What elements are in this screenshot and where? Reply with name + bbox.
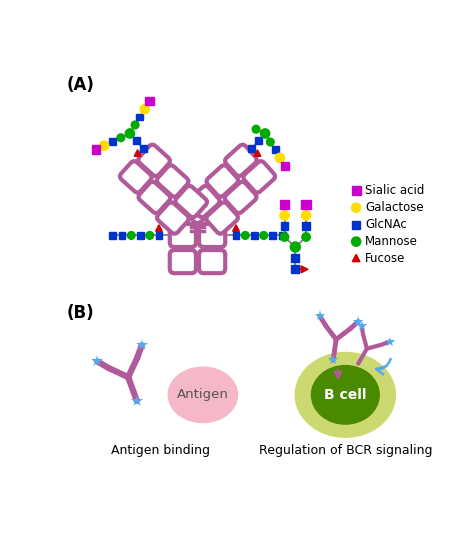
- FancyBboxPatch shape: [199, 224, 225, 247]
- Bar: [281, 222, 288, 230]
- Polygon shape: [254, 150, 261, 156]
- Bar: [292, 265, 299, 273]
- Ellipse shape: [311, 366, 379, 424]
- Text: (A): (A): [66, 76, 94, 94]
- Circle shape: [302, 233, 310, 241]
- Bar: [233, 232, 239, 239]
- Bar: [352, 221, 360, 228]
- Text: Mannose: Mannose: [365, 235, 418, 248]
- Text: GlcNAc: GlcNAc: [365, 218, 407, 231]
- Polygon shape: [155, 225, 163, 231]
- Ellipse shape: [168, 367, 237, 423]
- FancyBboxPatch shape: [138, 145, 170, 176]
- Circle shape: [352, 203, 361, 212]
- Bar: [302, 222, 310, 230]
- FancyBboxPatch shape: [157, 202, 189, 234]
- FancyBboxPatch shape: [207, 165, 238, 197]
- Bar: [118, 232, 126, 239]
- Text: (B): (B): [66, 304, 94, 322]
- Circle shape: [146, 232, 154, 239]
- FancyArrowPatch shape: [376, 359, 391, 374]
- Bar: [109, 232, 116, 239]
- Bar: [272, 146, 279, 153]
- Circle shape: [352, 237, 361, 246]
- FancyBboxPatch shape: [120, 161, 152, 193]
- Bar: [292, 254, 299, 262]
- Text: Antigen binding: Antigen binding: [111, 444, 210, 457]
- Text: Fucose: Fucose: [365, 252, 406, 265]
- Bar: [137, 114, 143, 120]
- Circle shape: [131, 121, 139, 129]
- Circle shape: [301, 211, 310, 220]
- FancyBboxPatch shape: [206, 202, 238, 234]
- Polygon shape: [301, 266, 308, 273]
- Circle shape: [290, 242, 301, 252]
- Bar: [279, 232, 286, 239]
- Circle shape: [241, 232, 249, 239]
- Circle shape: [266, 138, 274, 146]
- Circle shape: [280, 233, 289, 241]
- Text: Sialic acid: Sialic acid: [365, 184, 425, 197]
- FancyBboxPatch shape: [188, 186, 219, 217]
- Circle shape: [117, 134, 125, 141]
- Text: Antigen: Antigen: [177, 388, 229, 401]
- Circle shape: [252, 125, 260, 133]
- Circle shape: [260, 232, 267, 239]
- FancyBboxPatch shape: [199, 250, 225, 273]
- Bar: [248, 145, 255, 152]
- Circle shape: [261, 129, 270, 138]
- FancyBboxPatch shape: [175, 186, 207, 217]
- Circle shape: [275, 153, 284, 163]
- Circle shape: [280, 211, 289, 220]
- Text: B cell: B cell: [324, 388, 366, 402]
- Circle shape: [140, 104, 149, 114]
- FancyBboxPatch shape: [138, 182, 170, 213]
- Polygon shape: [352, 255, 360, 262]
- FancyBboxPatch shape: [243, 161, 275, 193]
- FancyBboxPatch shape: [225, 145, 257, 176]
- Bar: [155, 232, 163, 239]
- FancyBboxPatch shape: [170, 250, 196, 273]
- Bar: [137, 232, 144, 239]
- Bar: [140, 145, 147, 152]
- Text: Galactose: Galactose: [365, 201, 424, 214]
- Bar: [109, 138, 116, 145]
- Bar: [255, 137, 263, 144]
- Bar: [133, 137, 139, 144]
- FancyBboxPatch shape: [225, 182, 256, 213]
- Text: Regulation of BCR signaling: Regulation of BCR signaling: [259, 444, 432, 457]
- FancyBboxPatch shape: [157, 165, 189, 197]
- Polygon shape: [233, 225, 239, 231]
- FancyArrowPatch shape: [335, 370, 341, 378]
- Ellipse shape: [295, 353, 395, 437]
- Bar: [270, 232, 276, 239]
- Circle shape: [100, 141, 109, 150]
- Polygon shape: [134, 150, 141, 156]
- Bar: [251, 232, 258, 239]
- FancyBboxPatch shape: [170, 224, 196, 247]
- Circle shape: [128, 232, 135, 239]
- Circle shape: [125, 129, 135, 138]
